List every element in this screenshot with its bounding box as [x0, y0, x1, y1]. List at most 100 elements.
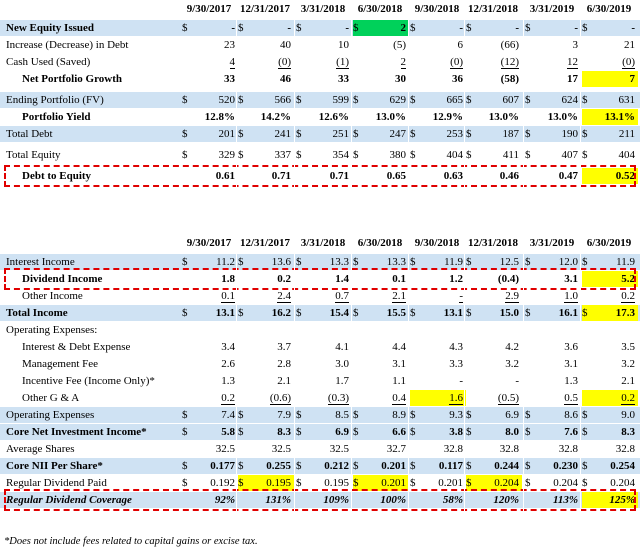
value-cell: $8.9 [353, 407, 409, 423]
value-cell: $0.201 [353, 458, 409, 474]
value: (0) [278, 56, 291, 69]
value-cell: $520 [182, 92, 238, 108]
value-cell: $0.201 [353, 475, 409, 491]
value-cell: $599 [296, 92, 352, 108]
value-cell: 0.65 [353, 168, 409, 184]
value: 2 [400, 22, 407, 34]
value: 1.3 [564, 375, 578, 387]
value-cell: $0.177 [182, 458, 238, 474]
value-cell: $251 [296, 126, 352, 142]
value-cell: $0.204 [525, 475, 581, 491]
row-label: Cash Used (Saved) [6, 56, 91, 68]
value-cell: $ - [525, 20, 581, 36]
table-row: Net Portfolio Growth 33 46 33 30 36 (58) 17 7 [0, 71, 640, 87]
value-cell: 0.46 [466, 168, 522, 184]
value-cell: 1.7 [296, 373, 352, 389]
value: 354 [332, 149, 350, 161]
value: 629 [389, 94, 407, 106]
value-cell: $ - [410, 20, 466, 36]
value-cell: (0) [410, 54, 466, 70]
dollar-sign: $ [525, 409, 531, 421]
value: 251 [332, 128, 350, 140]
value-cell: 4.1 [296, 339, 352, 355]
value: 120% [493, 494, 519, 506]
value-cell: $8.3 [582, 424, 638, 440]
value: 0.204 [494, 477, 519, 489]
dollar-sign: $ [582, 128, 588, 140]
column-header: 9/30/2017 [186, 237, 232, 249]
column-header: 6/30/2018 [357, 237, 403, 249]
dollar-sign: $ [525, 128, 531, 140]
table-row: Debt to Equity 0.61 0.71 0.71 0.65 0.63 0.46 0.… [0, 168, 640, 184]
value: 3.1 [564, 273, 578, 285]
column-header: 3/31/2018 [300, 3, 346, 15]
dollar-sign: $ [296, 307, 302, 319]
value: 3.1 [564, 358, 578, 370]
dollar-sign: $ [182, 426, 188, 438]
value-cell: $8.5 [296, 407, 352, 423]
dollar-sign: $ [410, 94, 416, 106]
value-cell: $13.6 [238, 254, 294, 270]
column-header: 9/30/2018 [414, 237, 460, 249]
dollar-sign: $ [525, 307, 531, 319]
value-cell: 0.47 [525, 168, 581, 184]
value: 15.5 [386, 307, 406, 319]
value: 33 [338, 73, 349, 85]
dollar-sign: $ [296, 256, 302, 268]
dollar-sign: $ [353, 426, 359, 438]
value: 3.0 [335, 358, 349, 370]
dollar-sign: $ [410, 149, 416, 161]
dollar-sign: $ [353, 149, 359, 161]
dollar-sign: $ [182, 128, 188, 140]
value-cell: $624 [525, 92, 581, 108]
value: 7 [629, 73, 636, 85]
value-cell: $354 [296, 147, 352, 163]
dollar-sign: $ [296, 426, 302, 438]
value: 3.4 [221, 341, 235, 353]
value-cell: 0.52 [582, 168, 638, 184]
value: 0.4 [392, 392, 406, 405]
value-cell: $13.3 [296, 254, 352, 270]
value-cell: $0.204 [582, 475, 638, 491]
value-cell: 3.1 [525, 356, 581, 372]
value: 665 [446, 94, 464, 106]
dollar-sign: $ [238, 409, 244, 421]
value-cell: 32.5 [238, 441, 294, 457]
dollar-sign: $ [238, 94, 244, 106]
dollar-sign: $ [182, 460, 188, 472]
value-cell: (0.5) [466, 390, 522, 406]
value-cell: $2 [353, 20, 409, 36]
value: 11.2 [216, 256, 235, 268]
table-row: Increase (Decrease) in Debt 23 40 10 (5) 6 (66… [0, 37, 640, 53]
value: 2.1 [621, 375, 635, 387]
value: 599 [332, 94, 350, 106]
value: 1.2 [449, 273, 463, 285]
value: - [515, 375, 519, 387]
dollar-sign: $ [353, 460, 359, 472]
value: 8.9 [392, 409, 406, 421]
value-cell: 113% [525, 492, 581, 508]
value-cell: $15.5 [353, 305, 409, 321]
value-cell: 0.63 [410, 168, 466, 184]
value: 0.2 [277, 273, 291, 285]
value-cell: 0.4 [353, 390, 409, 406]
dollar-sign: $ [182, 22, 188, 34]
value: 187 [502, 128, 520, 140]
value: 3.2 [621, 358, 635, 370]
value-cell: 33 [296, 71, 352, 87]
value: 131% [265, 494, 291, 506]
value: 0.201 [381, 477, 406, 489]
value-cell: $241 [238, 126, 294, 142]
value-cell: 131% [238, 492, 294, 508]
value-cell: 32.5 [182, 441, 238, 457]
table-row: Average Shares 32.5 32.5 32.5 32.7 32.8 32.8 32… [0, 441, 640, 457]
value-cell: 2.6 [182, 356, 238, 372]
column-header: 3/31/2019 [529, 237, 575, 249]
value: - [459, 375, 463, 387]
column-divider [236, 0, 237, 534]
value-cell: $0.192 [182, 475, 238, 491]
value-cell: $9.0 [582, 407, 638, 423]
value: (1) [336, 56, 349, 69]
value-cell: $8.3 [238, 424, 294, 440]
value-cell: 32.8 [525, 441, 581, 457]
